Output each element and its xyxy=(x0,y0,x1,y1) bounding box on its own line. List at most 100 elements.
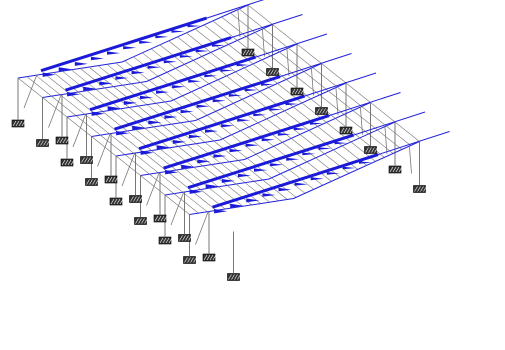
support-hatch xyxy=(160,215,165,222)
purlin xyxy=(250,95,276,116)
purlin xyxy=(259,91,285,112)
support-hatch xyxy=(349,127,354,134)
load-arrow xyxy=(90,56,104,61)
load-arrow xyxy=(236,63,250,67)
load-arrow xyxy=(164,115,178,119)
support-hatch xyxy=(90,157,94,163)
purlin xyxy=(133,56,159,77)
load-arrow xyxy=(189,189,203,194)
purlin xyxy=(271,177,297,198)
purlin xyxy=(319,94,345,115)
purlin xyxy=(91,136,117,157)
purlin xyxy=(266,118,292,139)
load-line xyxy=(230,14,303,39)
rafter-right xyxy=(293,141,420,199)
support-hatch xyxy=(114,176,119,183)
support-hatch xyxy=(423,186,427,192)
purlin xyxy=(86,90,112,111)
purlin xyxy=(208,83,234,104)
load-arrow xyxy=(58,67,72,72)
load-band xyxy=(89,55,257,112)
purlin xyxy=(173,99,199,120)
support-hatch xyxy=(133,196,137,202)
load-arrow xyxy=(318,147,332,150)
load-band xyxy=(187,133,355,190)
load-band xyxy=(138,94,306,151)
purlin xyxy=(213,140,239,161)
support-hatch xyxy=(163,215,168,222)
support-outer xyxy=(158,236,173,245)
load-arrow xyxy=(116,131,130,136)
purlin xyxy=(93,112,119,133)
purlin xyxy=(361,106,387,127)
load-arrow xyxy=(140,150,154,155)
rafter-left xyxy=(91,120,196,137)
support-hatch xyxy=(190,257,194,263)
purlin xyxy=(167,171,192,192)
load-arrow xyxy=(310,177,324,181)
purlin xyxy=(337,86,362,107)
support-hatch xyxy=(12,120,17,127)
load-arrow xyxy=(359,161,372,164)
purlin xyxy=(394,121,420,142)
support-hatch xyxy=(154,215,159,222)
purlin xyxy=(191,190,217,211)
purlin xyxy=(294,75,320,96)
purlin xyxy=(184,168,210,189)
purlin xyxy=(262,179,288,200)
load-band xyxy=(163,114,330,170)
purlin xyxy=(133,153,159,174)
support-hatch xyxy=(392,166,397,173)
purlin xyxy=(62,70,88,91)
load-arrow xyxy=(147,65,161,69)
purlin xyxy=(60,94,85,115)
support-hatch xyxy=(420,186,424,192)
knee-brace xyxy=(237,9,241,38)
purlin xyxy=(169,147,194,168)
rafter-left xyxy=(17,61,123,79)
rafter-left xyxy=(140,159,245,176)
support-hatch xyxy=(62,137,67,144)
support-hatch xyxy=(135,218,139,224)
load-arrow xyxy=(99,81,113,86)
rafter-right xyxy=(268,121,396,180)
load-arrow xyxy=(115,76,129,80)
purlin xyxy=(69,93,94,114)
load-arrow xyxy=(245,143,259,147)
purlin xyxy=(157,76,183,97)
purlin xyxy=(66,116,92,137)
support-hatch xyxy=(251,49,256,56)
load-arrow xyxy=(179,55,193,58)
purlin xyxy=(142,151,168,172)
purlin xyxy=(209,187,235,208)
purlin xyxy=(160,148,186,169)
load-arrow xyxy=(123,101,137,105)
load-arrow xyxy=(196,104,210,108)
load-arrow xyxy=(204,74,218,78)
rafter-right xyxy=(195,63,322,121)
support-far xyxy=(241,48,256,57)
purlin xyxy=(343,114,369,135)
purlin xyxy=(164,101,190,122)
purlin xyxy=(270,55,296,76)
support-hatch xyxy=(119,198,124,205)
load-arrow xyxy=(165,170,179,175)
load-arrow xyxy=(246,198,260,203)
purlin xyxy=(239,8,264,29)
purlin xyxy=(26,76,52,97)
load-arrow xyxy=(123,46,137,50)
support-outer xyxy=(134,217,148,225)
load-arrow xyxy=(214,209,228,214)
load-line xyxy=(206,0,265,19)
purlin xyxy=(149,173,175,194)
knee-brace xyxy=(286,48,290,77)
load-arrow xyxy=(107,106,121,111)
knee-brace xyxy=(384,126,388,155)
support-hatch xyxy=(267,69,271,75)
support-symbols xyxy=(11,47,427,281)
support-hatch xyxy=(105,176,110,183)
support-hatch xyxy=(389,166,394,173)
knee-brace xyxy=(360,107,363,135)
